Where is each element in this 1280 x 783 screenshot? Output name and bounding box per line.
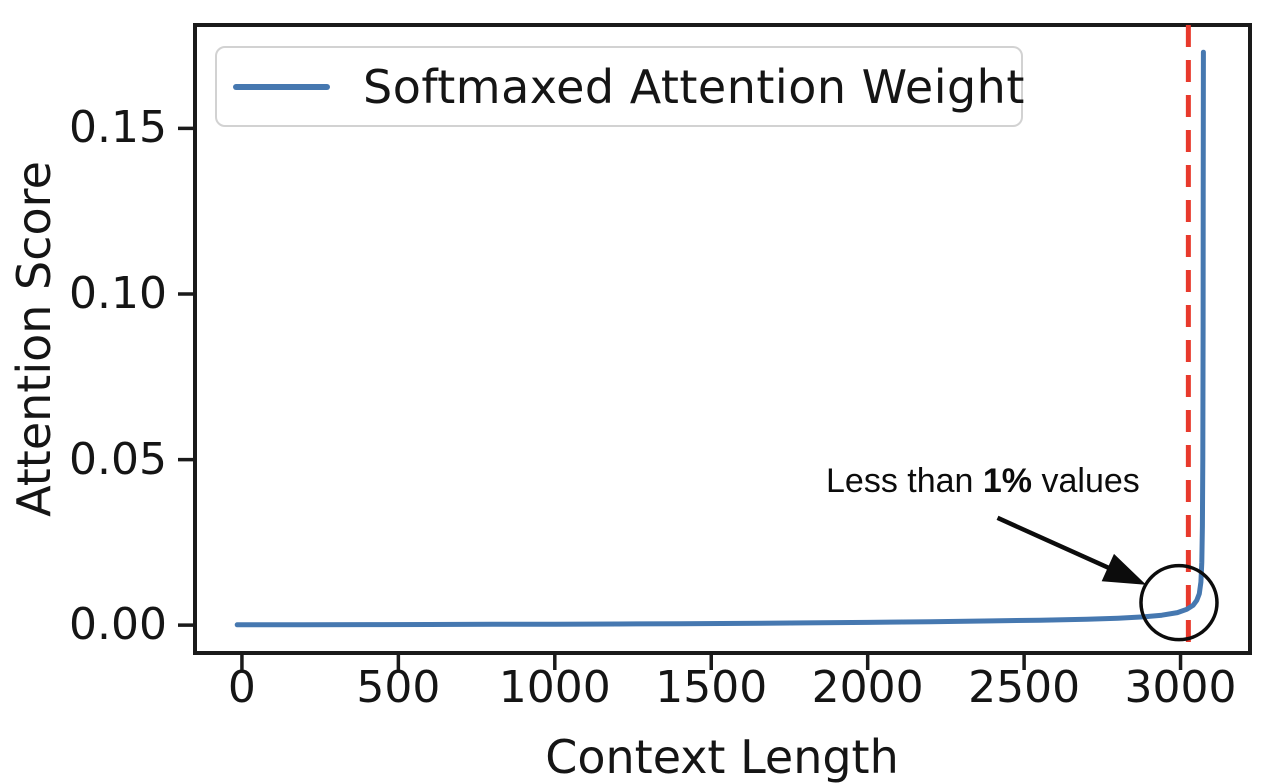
x-tick-label: 0 [227, 662, 256, 713]
legend: Softmaxed Attention Weight [215, 46, 1025, 127]
x-tick-label: 2000 [811, 662, 924, 713]
legend-line-sample-icon [233, 83, 330, 90]
x-tick-label: 500 [356, 662, 441, 713]
legend-entry-label: Softmaxed Attention Weight [363, 59, 1025, 114]
annotation-text: Less than 1% values [826, 461, 1140, 501]
x-tick-label: 1500 [655, 662, 768, 713]
x-tick-label: 1000 [498, 662, 611, 713]
y-axis-label: Attention Score [7, 161, 61, 517]
y-tick-label: 0.10 [69, 267, 167, 319]
plot-border [193, 23, 1252, 655]
y-tick-marks [178, 126, 195, 627]
y-tick-label: 0.00 [69, 599, 167, 651]
x-axis-label: Context Length [545, 730, 899, 783]
annotation-arrowhead-icon [1101, 553, 1147, 585]
annotation-text-bold: 1% [982, 462, 1033, 500]
annotation-text-prefix: Less than [826, 462, 983, 500]
x-tick-label: 2500 [968, 662, 1081, 713]
x-tick-marks [240, 653, 1183, 670]
y-tick-label: 0.15 [69, 102, 167, 154]
annotation-arrow-line [996, 515, 1115, 573]
annotation-text-suffix: values [1032, 462, 1140, 500]
attention-curve [234, 49, 1206, 628]
annotation-circle [1139, 563, 1219, 642]
x-tick-label: 3000 [1124, 662, 1237, 713]
y-tick-label: 0.05 [69, 433, 167, 485]
